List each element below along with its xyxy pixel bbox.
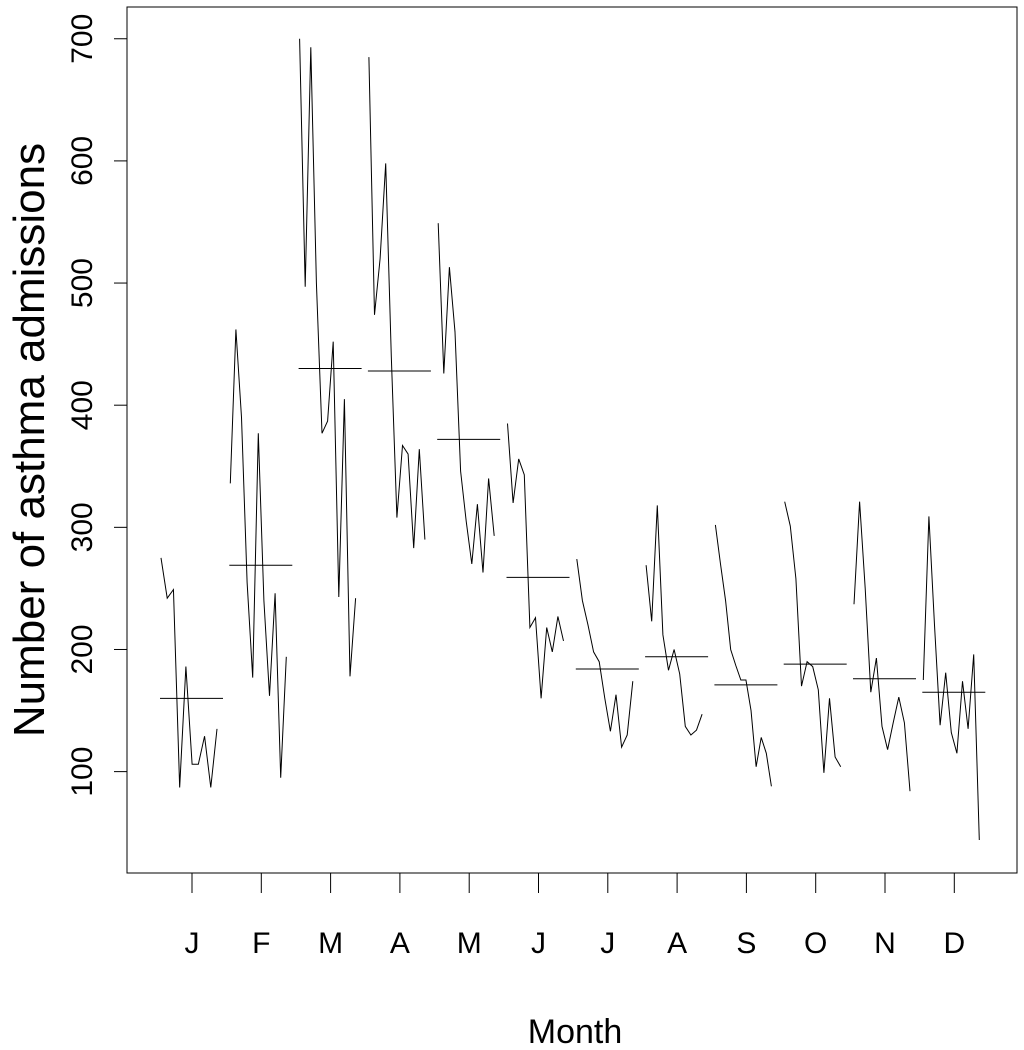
x-tick-label: F — [252, 927, 270, 960]
subseries-line — [229, 329, 287, 778]
x-axis-label: Month — [528, 1013, 623, 1050]
y-axis-label: Number of asthma admissions — [5, 143, 54, 737]
x-tick-label: A — [667, 927, 687, 960]
y-tick-label: 700 — [66, 14, 99, 64]
y-tick-label: 100 — [66, 747, 99, 797]
y-tick-label: 200 — [66, 624, 99, 674]
x-tick-label: S — [736, 927, 756, 960]
x-tick-label: J — [185, 927, 200, 960]
subseries-line — [160, 557, 218, 788]
subseries-line — [714, 524, 772, 787]
subseries-line — [299, 38, 357, 677]
subseries-line — [922, 516, 980, 841]
subseries-line — [437, 223, 495, 573]
subseries-line — [784, 501, 842, 773]
x-tick-label: O — [804, 927, 827, 960]
x-tick-label: M — [318, 927, 343, 960]
y-tick-label: 500 — [66, 258, 99, 308]
x-tick-label: J — [531, 927, 546, 960]
subseries-line — [507, 423, 564, 699]
subseries-line — [853, 501, 911, 792]
x-tick-label: N — [874, 927, 896, 960]
y-tick-label: 600 — [66, 136, 99, 186]
subseries-line — [576, 559, 634, 750]
subseries-line — [645, 505, 703, 736]
x-tick-label: A — [390, 927, 410, 960]
y-tick-label: 400 — [66, 380, 99, 430]
plot-frame — [126, 6, 1018, 874]
x-tick-label: J — [600, 927, 615, 960]
y-tick-label: 300 — [66, 502, 99, 552]
x-tick-label: D — [943, 927, 965, 960]
x-tick-label: M — [457, 927, 482, 960]
subseries-line — [368, 57, 426, 549]
